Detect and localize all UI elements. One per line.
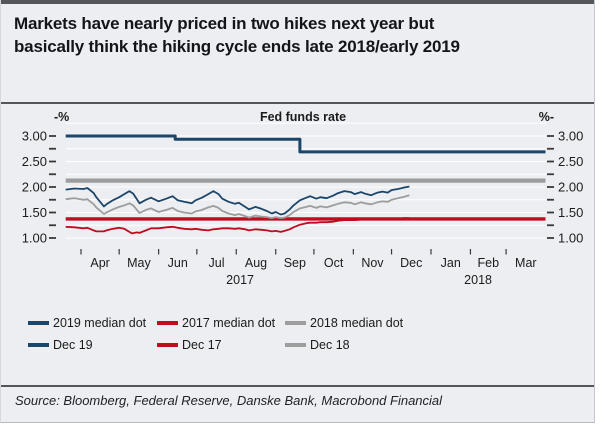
page-title: Markets have nearly priced in two hikes … [14, 13, 460, 59]
y-tick-left [49, 147, 56, 150]
y-tick-left [49, 224, 56, 227]
fed-funds-rate-chart: 3.00 3.00 2.50 2.50 2.00 2.00 1.50 1.50 1.00 1.00… [22, 110, 584, 287]
y-tick-left [49, 211, 56, 214]
legend-label: 2019 median dot [53, 316, 147, 330]
y-tick-right [547, 160, 554, 163]
y-tick-right [547, 186, 554, 188]
y-tick-right [547, 224, 554, 227]
y-axis-label-left: 1.50 [22, 205, 47, 220]
y-axis-label-right: 1.00 [558, 231, 583, 246]
legend-item: 2017 median dot [157, 316, 285, 330]
x-tick [352, 249, 354, 255]
y-tick-left [49, 160, 56, 163]
y-tick-left [49, 237, 56, 239]
x-tick [469, 249, 472, 255]
x-tick [196, 249, 198, 255]
legend-item: Dec 18 [285, 338, 403, 352]
y-tick-right [547, 198, 554, 201]
legend-item: Dec 19 [28, 338, 157, 352]
legend-swatch-gray [285, 343, 306, 347]
left-axis-unit: -% [54, 110, 69, 124]
x-tick [430, 249, 432, 255]
legend-label: 2017 median dot [182, 316, 276, 330]
legend-label: Dec 17 [182, 338, 222, 352]
x-year-label: 2017 [226, 273, 254, 287]
chart-title: Fed funds rate [260, 110, 346, 124]
y-axis-label-right: 3.00 [558, 129, 583, 144]
legend-row: Dec 19 Dec 17 Dec 18 [28, 334, 403, 356]
chart-legend: 2019 median dot 2017 median dot 2018 media… [28, 312, 403, 356]
legend-swatch-red [157, 343, 178, 347]
title-line-2: basically think the hiking cycle ends la… [14, 36, 460, 56]
x-month-label: Aug [245, 256, 267, 270]
legend-item: Dec 17 [157, 338, 285, 352]
legend-item: 2019 median dot [28, 316, 157, 330]
y-tick-right [547, 135, 554, 137]
y-tick-right [547, 237, 554, 239]
y-tick-left [49, 135, 56, 137]
y-tick-left [49, 198, 56, 201]
y-axis-label-left: 3.00 [22, 129, 47, 144]
title-divider [1, 102, 594, 104]
y-axis-label-left: 1.00 [22, 231, 47, 246]
right-axis-unit: %- [539, 110, 554, 124]
source-note: Source: Bloomberg, Federal Reserve, Dans… [15, 393, 443, 408]
x-month-label: Jul [209, 256, 225, 270]
x-month-label: Nov [361, 256, 384, 270]
x-month-label: Jun [168, 256, 188, 270]
x-tick [80, 249, 82, 255]
legend-label: Dec 18 [310, 338, 350, 352]
legend-swatch-gray [285, 321, 306, 325]
x-tick [275, 249, 277, 255]
y-tick-right [547, 173, 554, 176]
y-axis-label-left: 2.00 [22, 180, 47, 195]
legend-row: 2019 median dot 2017 median dot 2018 media… [28, 312, 403, 334]
x-month-label: Sep [284, 256, 306, 270]
x-month-label: May [127, 256, 151, 270]
x-month-label: Dec [400, 256, 422, 270]
y-tick-right [547, 147, 554, 150]
y-tick-left [49, 173, 56, 176]
x-tick [505, 249, 507, 255]
series-dec-18 [65, 194, 410, 219]
x-month-label: Oct [324, 256, 344, 270]
series-dec-17 [65, 217, 410, 235]
x-tick [390, 249, 393, 255]
x-month-label: Feb [477, 256, 499, 270]
x-month-label: Jan [441, 256, 461, 270]
legend-item: 2018 median dot [285, 316, 403, 330]
x-month-label: Apr [90, 256, 109, 270]
x-tick [118, 249, 120, 255]
y-axis-label-right: 2.50 [558, 154, 583, 169]
legend-swatch-navy [28, 343, 49, 347]
source-divider [1, 385, 594, 387]
y-tick-left [49, 186, 56, 188]
legend-swatch-red [157, 321, 178, 325]
y-tick-right [547, 211, 554, 214]
y-axis-label-left: 2.50 [22, 154, 47, 169]
legend-label: 2018 median dot [310, 316, 404, 330]
top-accent-bar [1, 0, 594, 4]
x-month-label: Mar [515, 256, 537, 270]
legend-label: Dec 19 [53, 338, 93, 352]
x-year-label: 2018 [464, 273, 492, 287]
report-card: Markets have nearly priced in two hikes … [0, 0, 595, 423]
series-2019-median-dot [65, 134, 546, 154]
x-tick [313, 249, 315, 255]
y-axis-label-right: 2.00 [558, 180, 583, 195]
y-axis-label-right: 1.50 [558, 205, 583, 220]
x-tick [158, 249, 160, 255]
series-dec-19 [65, 185, 410, 216]
x-tick [235, 249, 237, 255]
title-line-1: Markets have nearly priced in two hikes … [14, 14, 435, 33]
legend-swatch-navy [28, 321, 49, 325]
